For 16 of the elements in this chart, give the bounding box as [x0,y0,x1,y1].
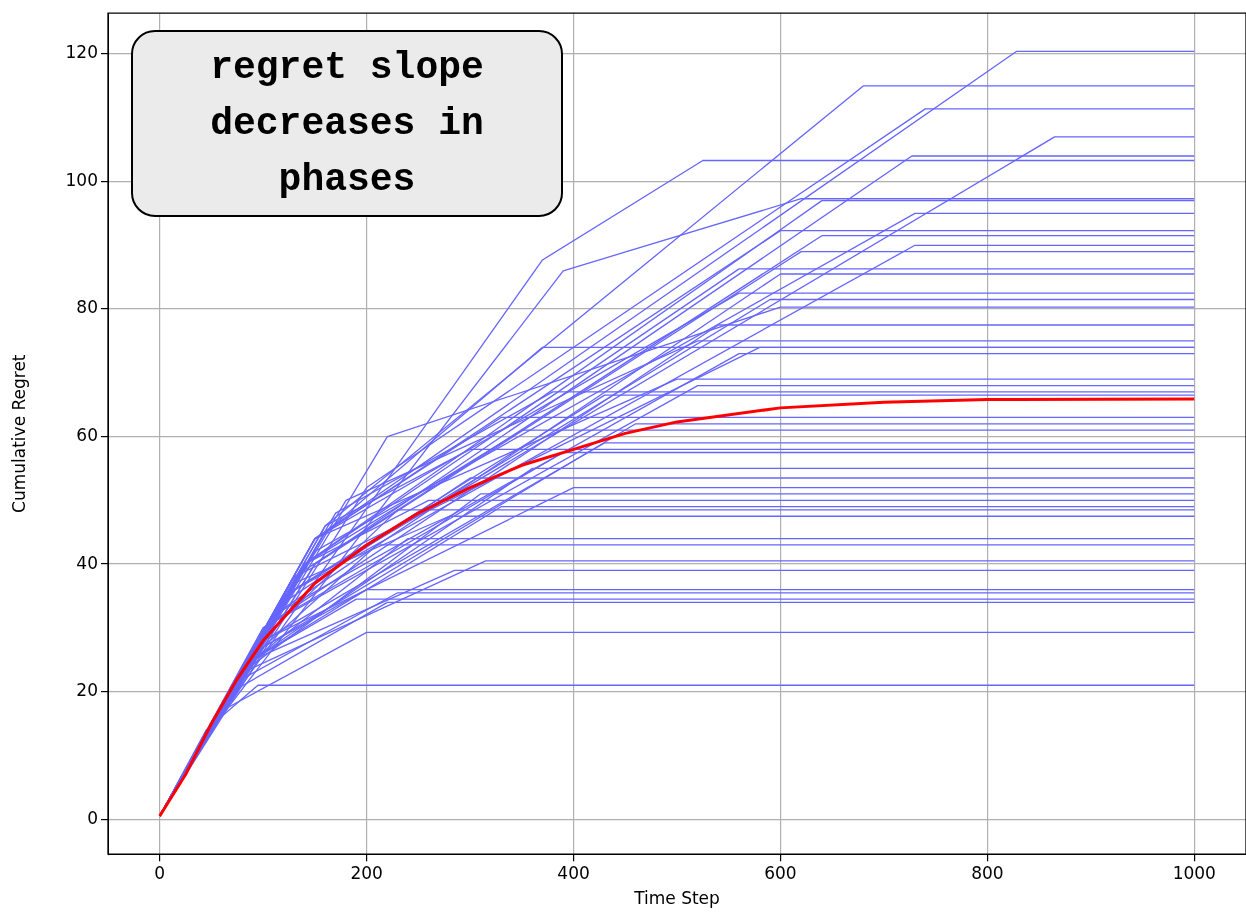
y-tick-label: 80 [76,297,98,318]
x-tick-label: 200 [350,862,383,883]
x-axis-title: Time Step [633,888,720,909]
callout-box: regret slope decreases in phases [131,30,563,217]
y-tick-label: 0 [87,807,98,828]
y-tick-label: 40 [76,552,98,573]
x-tick-label: 600 [764,862,797,883]
x-tick-label: 800 [971,862,1004,883]
x-tick-label: 0 [154,862,166,883]
y-tick-label: 20 [76,680,98,701]
y-axis-title: Cumulative Regret [8,354,29,513]
y-tick-label: 100 [65,169,98,190]
y-tick-label: 60 [76,424,98,445]
y-tick-label: 120 [65,42,98,63]
x-tick-label: 400 [557,862,590,883]
x-tick-label: 1000 [1172,862,1216,883]
